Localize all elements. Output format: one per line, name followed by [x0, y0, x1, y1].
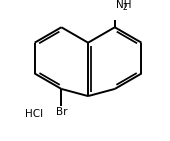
Text: 2: 2 [122, 3, 127, 12]
Text: HCl: HCl [25, 109, 43, 119]
Text: NH: NH [116, 0, 131, 10]
Text: Br: Br [56, 107, 67, 117]
